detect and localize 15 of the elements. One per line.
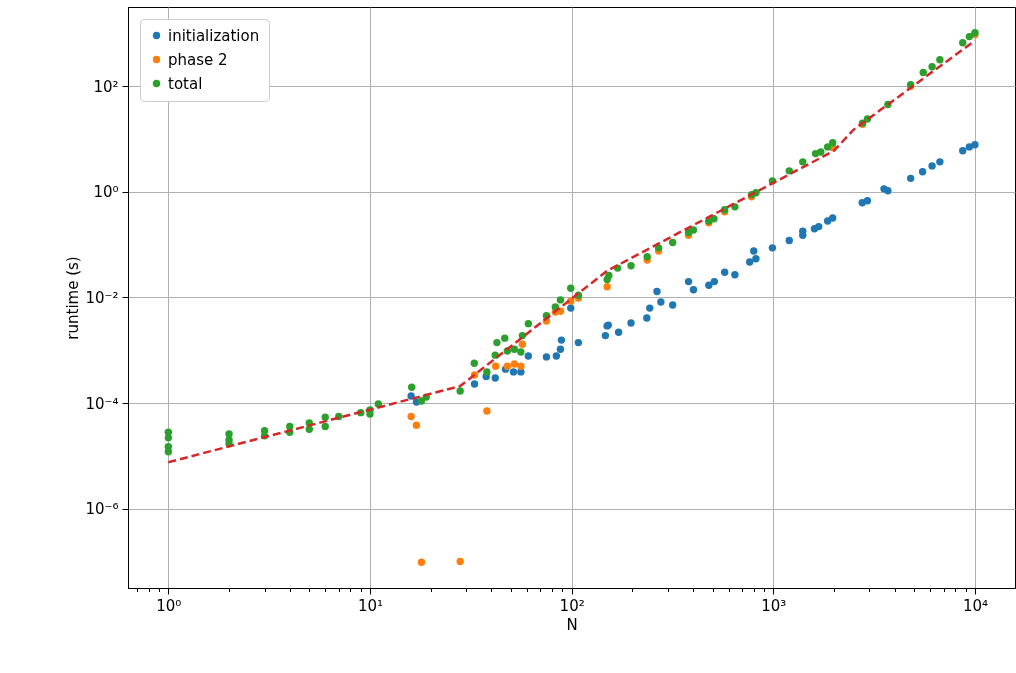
x-tick-label: 10⁰: [156, 596, 182, 615]
y-tick-label: 10⁻²: [85, 288, 119, 307]
legend-label: initialization: [168, 26, 260, 45]
y-axis-title: runtime (s): [64, 256, 83, 340]
x-tick-label: 10⁴: [962, 596, 988, 615]
legend-label: total: [168, 74, 203, 93]
x-tick-label: 10²: [559, 596, 585, 615]
y-tick-label: 10⁻⁶: [85, 500, 119, 519]
y-tick-label: 10⁻⁴: [85, 394, 119, 413]
legend-label: phase 2: [168, 50, 228, 69]
x-axis-title: N: [566, 615, 578, 634]
x-tick-label: 10³: [761, 596, 787, 615]
x-tick-label: 10¹: [357, 596, 384, 615]
y-tick-label: 10²: [93, 77, 119, 96]
y-tick-label: 10⁰: [93, 183, 119, 202]
